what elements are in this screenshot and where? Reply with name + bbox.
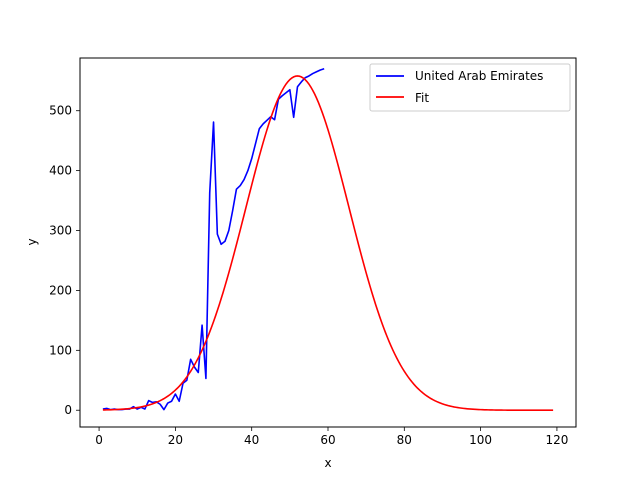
y-tick-label: 0 [64,403,72,417]
legend-box [369,63,571,112]
series-line-fit [102,75,554,412]
x-axis: 0 20 40 60 80 100 120 [95,427,568,447]
x-tick-label: 40 [244,433,259,447]
x-tick-label: 0 [95,433,103,447]
legend-label-united-arab-emirates: United Arab Emirates [415,69,543,83]
x-tick-label: 120 [545,433,568,447]
y-tick-label: 100 [49,343,72,357]
x-tick-label: 20 [168,433,183,447]
y-axis: 0 100 200 300 400 500 [49,104,80,417]
y-axis-label: y [25,238,39,245]
y-tick-label: 500 [49,104,72,118]
x-tick-label: 60 [320,433,335,447]
x-axis-label: x [324,456,331,470]
plot-area [102,68,554,412]
legend-label-fit: Fit [415,91,429,105]
y-tick-label: 200 [49,283,72,297]
x-tick-label: 80 [397,433,412,447]
y-tick-label: 400 [49,164,72,178]
x-tick-label: 100 [469,433,492,447]
legend: United Arab Emirates Fit [369,63,571,112]
y-tick-label: 300 [49,224,72,238]
